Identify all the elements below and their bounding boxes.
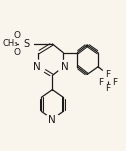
- Text: S: S: [23, 39, 29, 49]
- Text: CH₃: CH₃: [2, 39, 18, 48]
- Text: F: F: [112, 77, 117, 87]
- Text: F: F: [105, 84, 111, 93]
- Text: N: N: [33, 62, 41, 72]
- Text: F: F: [105, 70, 111, 79]
- Text: N: N: [49, 115, 56, 125]
- Text: O: O: [13, 48, 20, 57]
- Text: N: N: [61, 62, 68, 72]
- Text: O: O: [13, 31, 20, 40]
- Text: F: F: [98, 77, 103, 87]
